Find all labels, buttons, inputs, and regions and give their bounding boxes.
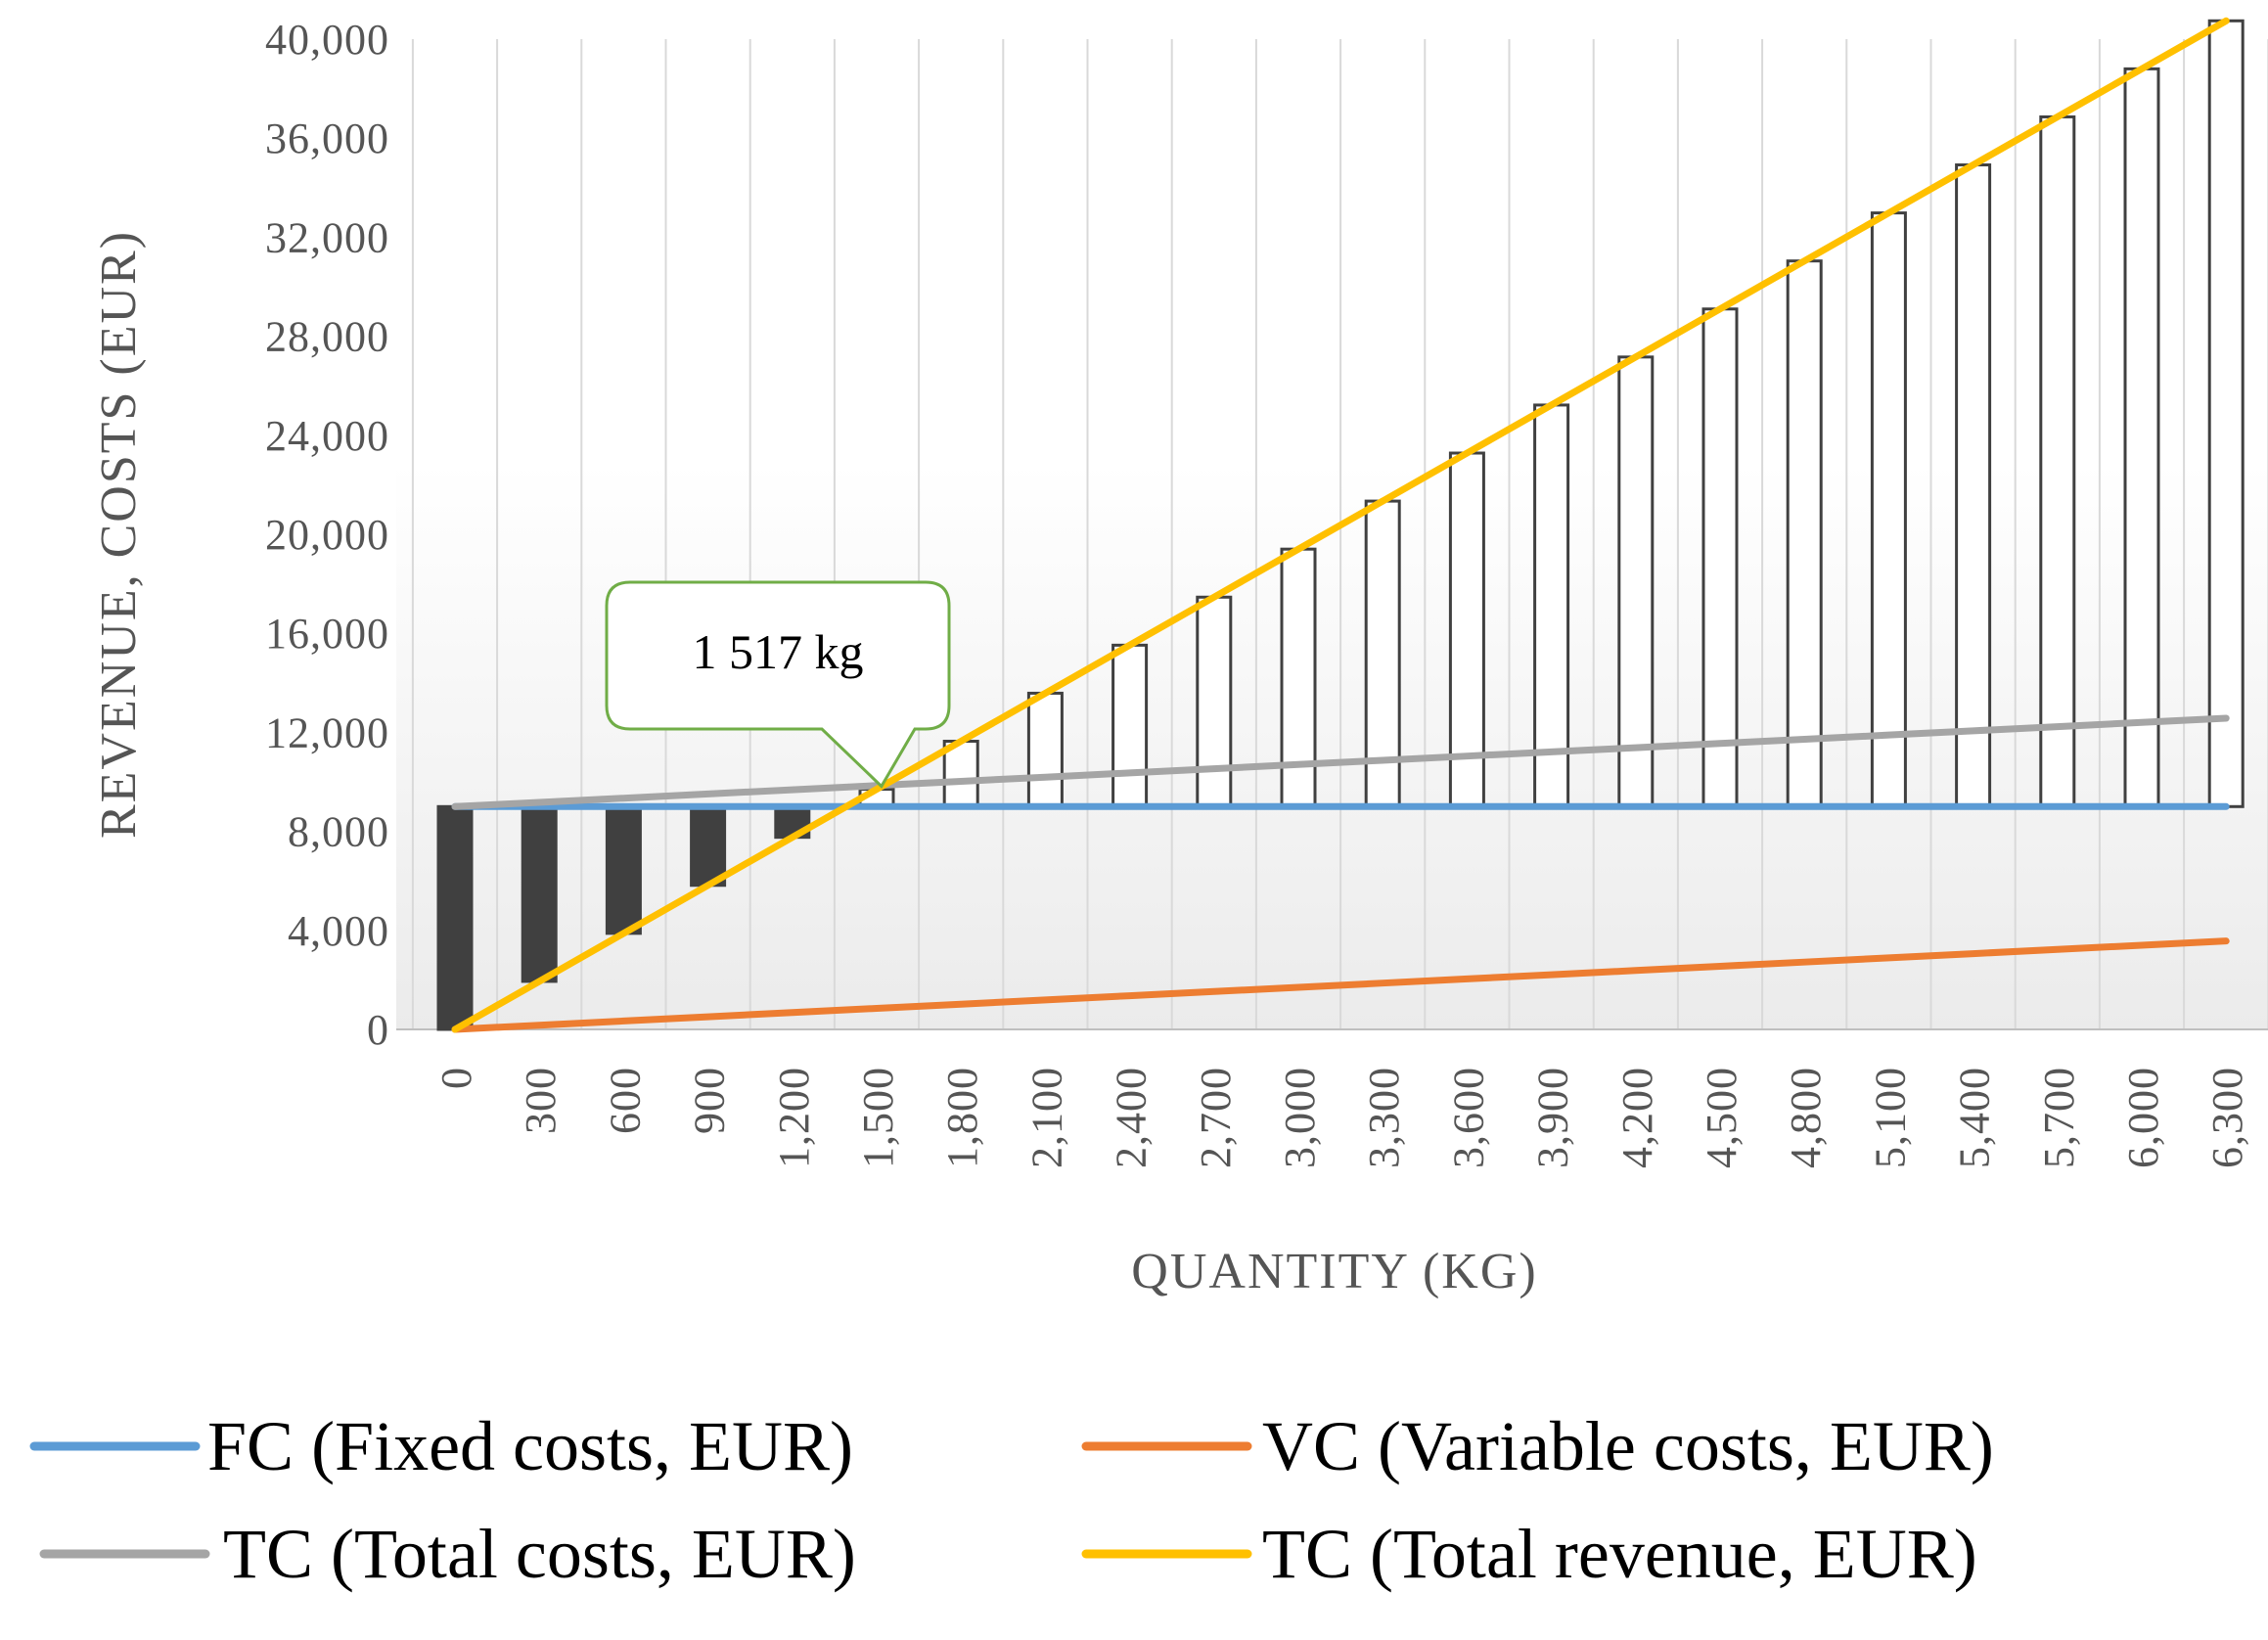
y-tick-label: 36,000 [265, 114, 389, 162]
profit-bar [1026, 691, 1064, 808]
series-lines [451, 17, 2230, 1033]
x-tick-label: 3,000 [1276, 1067, 1324, 1168]
profit-bar [1870, 211, 1907, 808]
y-tick-label: 16,000 [265, 610, 389, 658]
y-tick-label: 32,000 [265, 213, 389, 261]
profit-bar [1448, 451, 1485, 808]
x-tick-label: 900 [686, 1067, 734, 1134]
total-costs-line [451, 714, 2230, 810]
callout-label: 1 517 kg [693, 624, 864, 679]
x-tick-label: 4,200 [1613, 1067, 1661, 1168]
y-tick-label: 8,000 [288, 808, 389, 856]
x-axis-title: QUANTITY (KG) [1131, 1244, 1537, 1299]
y-tick-labels: 0 4,000 8,000 12,000 16,000 20,000 24,000 28,00… [265, 16, 389, 1054]
total-revenue-line [451, 17, 2230, 1033]
profit-bar [1786, 259, 1823, 808]
legend-label: VC (Variable costs, EUR) [1262, 1407, 1994, 1485]
profit-bar [1955, 163, 1992, 808]
y-tick-label: 20,000 [265, 511, 389, 559]
x-tick-label: 2,400 [1108, 1067, 1156, 1168]
x-tick-label: 4,500 [1698, 1067, 1746, 1168]
y-tick-label: 40,000 [265, 16, 389, 64]
profit-bar [1617, 355, 1655, 808]
y-tick-label: 12,000 [265, 708, 389, 756]
x-tick-label: 1,200 [770, 1067, 818, 1168]
break-even-callout: 1 517 kg [605, 580, 951, 789]
y-axis-title: REVENUE, COSTS (EUR) [91, 230, 147, 839]
x-tick-label: 0 [432, 1067, 480, 1089]
x-tick-label: 6,300 [2203, 1067, 2251, 1168]
x-tick-label: 5,700 [2035, 1067, 2083, 1168]
x-tick-label: 1,500 [854, 1067, 902, 1168]
profit-bar [2123, 67, 2160, 808]
x-tick-label: 5,100 [1866, 1067, 1914, 1168]
callout-box [605, 580, 951, 789]
profit-bar [1111, 643, 1149, 808]
y-tick-label: 4,000 [288, 907, 389, 955]
profit-bar [942, 740, 979, 808]
loss-bar [605, 804, 642, 935]
x-tick-label: 6,000 [2119, 1067, 2167, 1168]
x-tick-label: 2,100 [1022, 1067, 1070, 1168]
profit-bar [1701, 307, 1739, 808]
loss-bar [521, 804, 558, 983]
profit-bar [2207, 19, 2245, 808]
y-tick-label: 0 [367, 1006, 389, 1054]
variable-costs-line [451, 937, 2230, 1033]
x-tick-label: 600 [601, 1067, 649, 1134]
x-tick-label: 3,300 [1360, 1067, 1408, 1168]
x-tick-label: 2,700 [1192, 1067, 1240, 1168]
y-tick-label: 24,000 [265, 412, 389, 460]
x-tick-label: 4,800 [1782, 1067, 1830, 1168]
x-tick-label: 3,600 [1444, 1067, 1492, 1168]
y-tick-label: 28,000 [265, 313, 389, 361]
loss-bar [436, 804, 474, 1031]
x-tick-labels: 0 300 600 900 1,200 1,500 1,800 2,100 2,400 2,700… [432, 1067, 2251, 1168]
legend-label: TC (Total revenue, EUR) [1262, 1515, 1977, 1593]
profit-bar [1196, 595, 1233, 808]
profit-bar [2039, 114, 2076, 808]
profit-bar [1364, 499, 1401, 808]
x-tick-label: 3,900 [1529, 1067, 1577, 1168]
x-tick-label: 300 [517, 1067, 565, 1134]
loss-bar [690, 804, 727, 888]
legend-label: TC (Total costs, EUR) [223, 1515, 856, 1593]
legend: FC (Fixed costs, EUR) VC (Variable costs,… [29, 1407, 1994, 1593]
x-tick-label: 1,800 [938, 1067, 986, 1168]
legend-label: FC (Fixed costs, EUR) [207, 1407, 853, 1485]
profit-bar [1533, 403, 1570, 808]
x-tick-label: 5,400 [1951, 1067, 1999, 1168]
gridlines [396, 39, 2268, 1030]
